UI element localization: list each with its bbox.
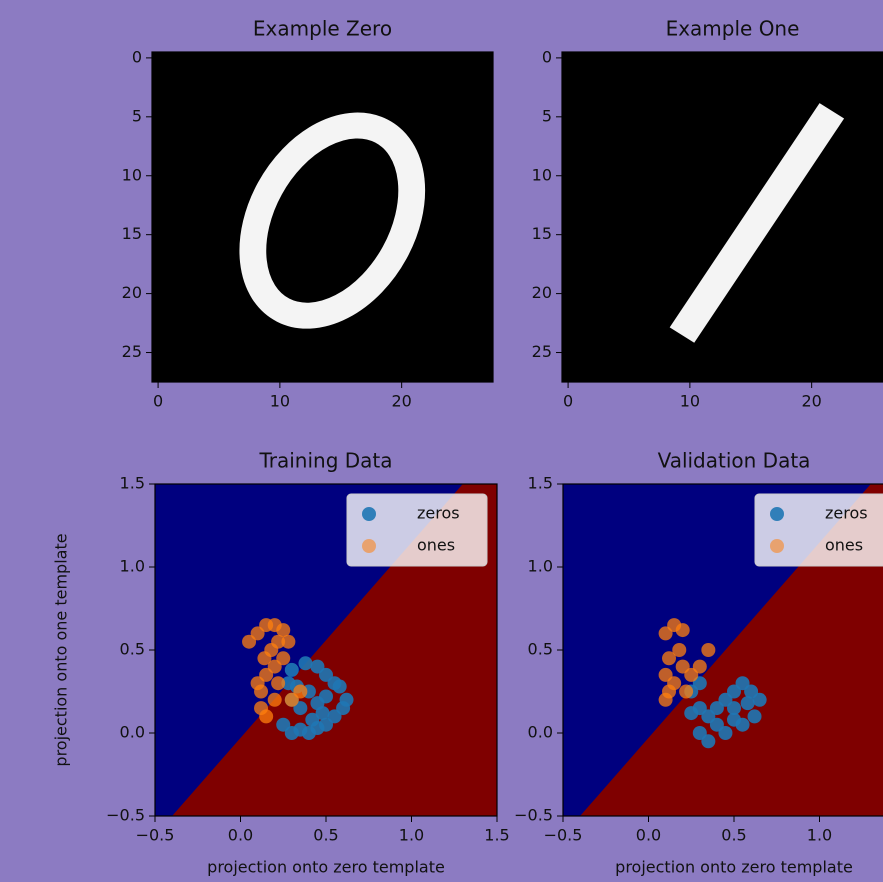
y-tick-label: −0.5: [106, 806, 145, 825]
y-tick-label: 15: [122, 224, 142, 243]
point: [259, 709, 273, 723]
point: [701, 643, 715, 657]
y-tick-label: 25: [122, 342, 142, 361]
point: [662, 651, 676, 665]
chart-title: Training Data: [258, 449, 392, 473]
plot-area: zeros ones: [563, 484, 883, 816]
legend-label: ones: [825, 536, 863, 555]
point: [285, 663, 299, 677]
y-tick-label: 0.5: [528, 640, 553, 659]
y-axis-label: projection onto one template: [52, 533, 71, 766]
x-tick-label: −0.5: [136, 826, 175, 845]
y-tick-label: 1.5: [120, 474, 145, 493]
point: [741, 696, 755, 710]
x-tick-label: 0.5: [313, 826, 338, 845]
x-tick-label: 0.0: [228, 826, 253, 845]
x-axis-label: projection onto zero template: [615, 858, 853, 877]
point: [271, 635, 285, 649]
point: [727, 701, 741, 715]
legend-marker: [362, 539, 376, 553]
legend-label: zeros: [825, 504, 868, 523]
y-tick-label: −0.5: [514, 806, 553, 825]
point: [676, 623, 690, 637]
point: [667, 676, 681, 690]
image-background: [562, 52, 883, 382]
point: [659, 693, 673, 707]
point: [753, 693, 767, 707]
image-background: [152, 52, 493, 382]
x-tick-label: 10: [270, 392, 290, 411]
x-tick-label: −0.5: [544, 826, 583, 845]
point: [340, 693, 354, 707]
x-tick-label: 0.0: [636, 826, 661, 845]
x-tick-label: 0.5: [721, 826, 746, 845]
legend-marker: [770, 507, 784, 521]
point: [319, 689, 333, 703]
x-tick-label: 0: [153, 392, 163, 411]
point: [257, 651, 271, 665]
y-tick-label: 0: [132, 47, 142, 66]
chart-title: Example Zero: [253, 17, 392, 41]
y-tick-label: 1.5: [528, 474, 553, 493]
point: [718, 726, 732, 740]
x-tick-label: 1.0: [807, 826, 832, 845]
point: [298, 656, 312, 670]
point: [242, 635, 256, 649]
legend-label: ones: [417, 536, 455, 555]
y-tick-label: 1.0: [528, 557, 553, 576]
y-tick-label: 20: [122, 283, 142, 302]
y-tick-label: 20: [532, 283, 552, 302]
chart-title: Example One: [666, 17, 800, 41]
point: [710, 701, 724, 715]
y-tick-label: 0.0: [120, 723, 145, 742]
y-tick-label: 0.5: [120, 640, 145, 659]
x-tick-label: 20: [391, 392, 411, 411]
y-tick-label: 5: [132, 106, 142, 125]
point: [271, 676, 285, 690]
y-tick-label: 0: [542, 47, 552, 66]
chart-title: Validation Data: [658, 449, 811, 473]
point: [316, 706, 330, 720]
y-tick-label: 25: [532, 342, 552, 361]
point: [251, 676, 265, 690]
x-axis-label: projection onto zero template: [207, 858, 445, 877]
figure: Example Zero 0 10 20 0 5 10 15 20 25 Example One 0 1…: [0, 0, 883, 882]
point: [310, 660, 324, 674]
y-tick-label: 5: [542, 106, 552, 125]
point: [268, 693, 282, 707]
point: [293, 685, 307, 699]
y-tick-label: 15: [532, 224, 552, 243]
x-tick-label: 20: [801, 392, 821, 411]
x-tick-label: 1.5: [484, 826, 509, 845]
point: [684, 706, 698, 720]
legend-label: zeros: [417, 504, 460, 523]
point: [328, 676, 342, 690]
y-tick-label: 10: [532, 165, 552, 184]
point: [679, 685, 693, 699]
y-tick-label: 10: [122, 165, 142, 184]
y-tick-label: 1.0: [120, 557, 145, 576]
y-tick-label: 0.0: [528, 723, 553, 742]
point: [748, 709, 762, 723]
point: [693, 660, 707, 674]
legend-marker: [770, 539, 784, 553]
point: [701, 734, 715, 748]
legend-marker: [362, 507, 376, 521]
x-tick-label: 1.0: [399, 826, 424, 845]
x-tick-label: 10: [680, 392, 700, 411]
x-tick-label: 0: [563, 392, 573, 411]
